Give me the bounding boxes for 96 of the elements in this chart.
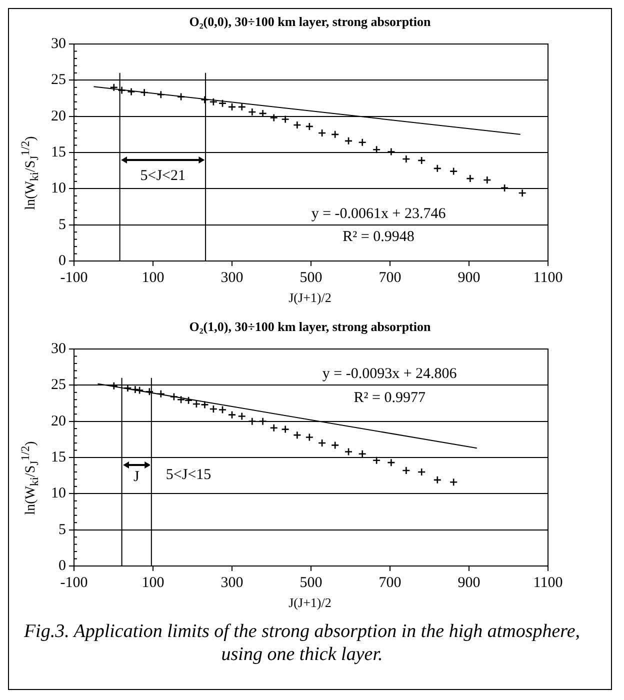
- x-tick-label: 900: [458, 574, 480, 591]
- x-axis-title: J(J+1)/2: [288, 595, 332, 611]
- point: [330, 441, 340, 450]
- point: [238, 102, 246, 112]
- point: [483, 176, 492, 184]
- point: [402, 466, 410, 475]
- x-tick-label: 300: [220, 574, 244, 591]
- point: [281, 425, 290, 434]
- point: [433, 476, 442, 484]
- annotation: J: [133, 469, 140, 486]
- x-tick-label: -100: [60, 574, 88, 591]
- y-tick-label: 25: [51, 377, 66, 394]
- point: [318, 128, 326, 138]
- y-tick-label: 20: [51, 413, 66, 430]
- point: [270, 424, 278, 432]
- point: [402, 154, 410, 164]
- x-tick-label: 1100: [533, 574, 563, 591]
- point: [248, 108, 256, 116]
- point: [433, 164, 442, 173]
- y-tick-label: 25: [51, 72, 66, 88]
- point: [184, 396, 193, 405]
- annotation: y = -0.0061x + 23.746: [311, 206, 446, 222]
- x-tick-label: 100: [142, 270, 164, 286]
- annotation: R² = 0.9948: [342, 229, 414, 246]
- point: [449, 167, 458, 176]
- x-tick-label: 700: [378, 574, 402, 591]
- point: [118, 86, 126, 94]
- point: [192, 400, 201, 408]
- point: [417, 156, 426, 165]
- point: [281, 115, 290, 124]
- point: [209, 404, 218, 414]
- y-tick-label: 10: [51, 486, 66, 502]
- point: [156, 390, 166, 398]
- point: [270, 114, 278, 122]
- point: [135, 386, 144, 394]
- point: [372, 145, 381, 154]
- caption: Fig.3. Application limits of the strong absorption in the high atmosphere, using one thick layer.: [22, 620, 582, 666]
- point: [127, 88, 136, 96]
- point: [293, 120, 302, 130]
- y-tick-label: 5: [58, 216, 66, 233]
- point: [500, 184, 509, 192]
- annotation: 5<J<21: [140, 168, 186, 184]
- point: [372, 456, 381, 465]
- point: [200, 96, 209, 104]
- x-tick-label: 100: [142, 574, 164, 591]
- chart-title: O₂(1,0), 30÷100 km layer, strong absorption: [188, 319, 432, 335]
- x-tick-label: 700: [378, 270, 402, 286]
- x-tick-label: 500: [300, 270, 322, 286]
- point: [176, 395, 186, 404]
- x-tick-label: 500: [300, 574, 322, 591]
- y-tick-label: 5: [58, 522, 66, 538]
- point: [387, 458, 396, 467]
- point: [200, 400, 209, 409]
- y-tick-label: 0: [58, 558, 66, 574]
- point: [238, 412, 246, 420]
- point: [218, 406, 227, 414]
- x-tick-label: -100: [60, 270, 88, 286]
- y-tick-label: 15: [51, 449, 66, 466]
- point: [449, 478, 458, 486]
- y-tick-label: 10: [51, 180, 66, 197]
- point: [228, 102, 236, 112]
- chart-title: O₂(0,0), 30÷100 km layer, strong absorption: [188, 14, 432, 30]
- x-axis-title: J(J+1)/2: [288, 290, 332, 306]
- point: [305, 433, 314, 442]
- point: [518, 188, 526, 198]
- point: [318, 438, 326, 448]
- y-tick-label: 30: [51, 36, 66, 52]
- point: [218, 99, 227, 108]
- point: [209, 98, 218, 106]
- point: [344, 136, 353, 146]
- point: [228, 410, 236, 419]
- point: [110, 83, 118, 92]
- y-tick-label: 20: [51, 108, 66, 124]
- point: [140, 88, 148, 97]
- x-tick-label: 300: [220, 270, 244, 286]
- point: [358, 138, 366, 147]
- x-tick-label: 1100: [533, 270, 563, 286]
- x-tick-label: 900: [458, 270, 480, 286]
- point: [170, 392, 178, 401]
- point: [176, 92, 186, 101]
- y-tick-label: 15: [51, 144, 66, 160]
- annotation: y = -0.0093x + 24.806: [322, 366, 457, 382]
- point: [110, 382, 118, 390]
- point: [305, 122, 314, 131]
- annotation: R² = 0.9977: [354, 390, 426, 406]
- annotation: 5<J<15: [166, 466, 212, 483]
- point: [330, 130, 340, 139]
- y-tick-label: 30: [51, 340, 66, 357]
- y-tick-label: 0: [58, 252, 66, 269]
- point: [145, 388, 154, 396]
- point: [344, 448, 353, 456]
- point: [417, 468, 426, 476]
- point: [293, 430, 302, 440]
- point: [466, 174, 474, 183]
- point: [387, 148, 396, 156]
- point: [156, 90, 166, 99]
